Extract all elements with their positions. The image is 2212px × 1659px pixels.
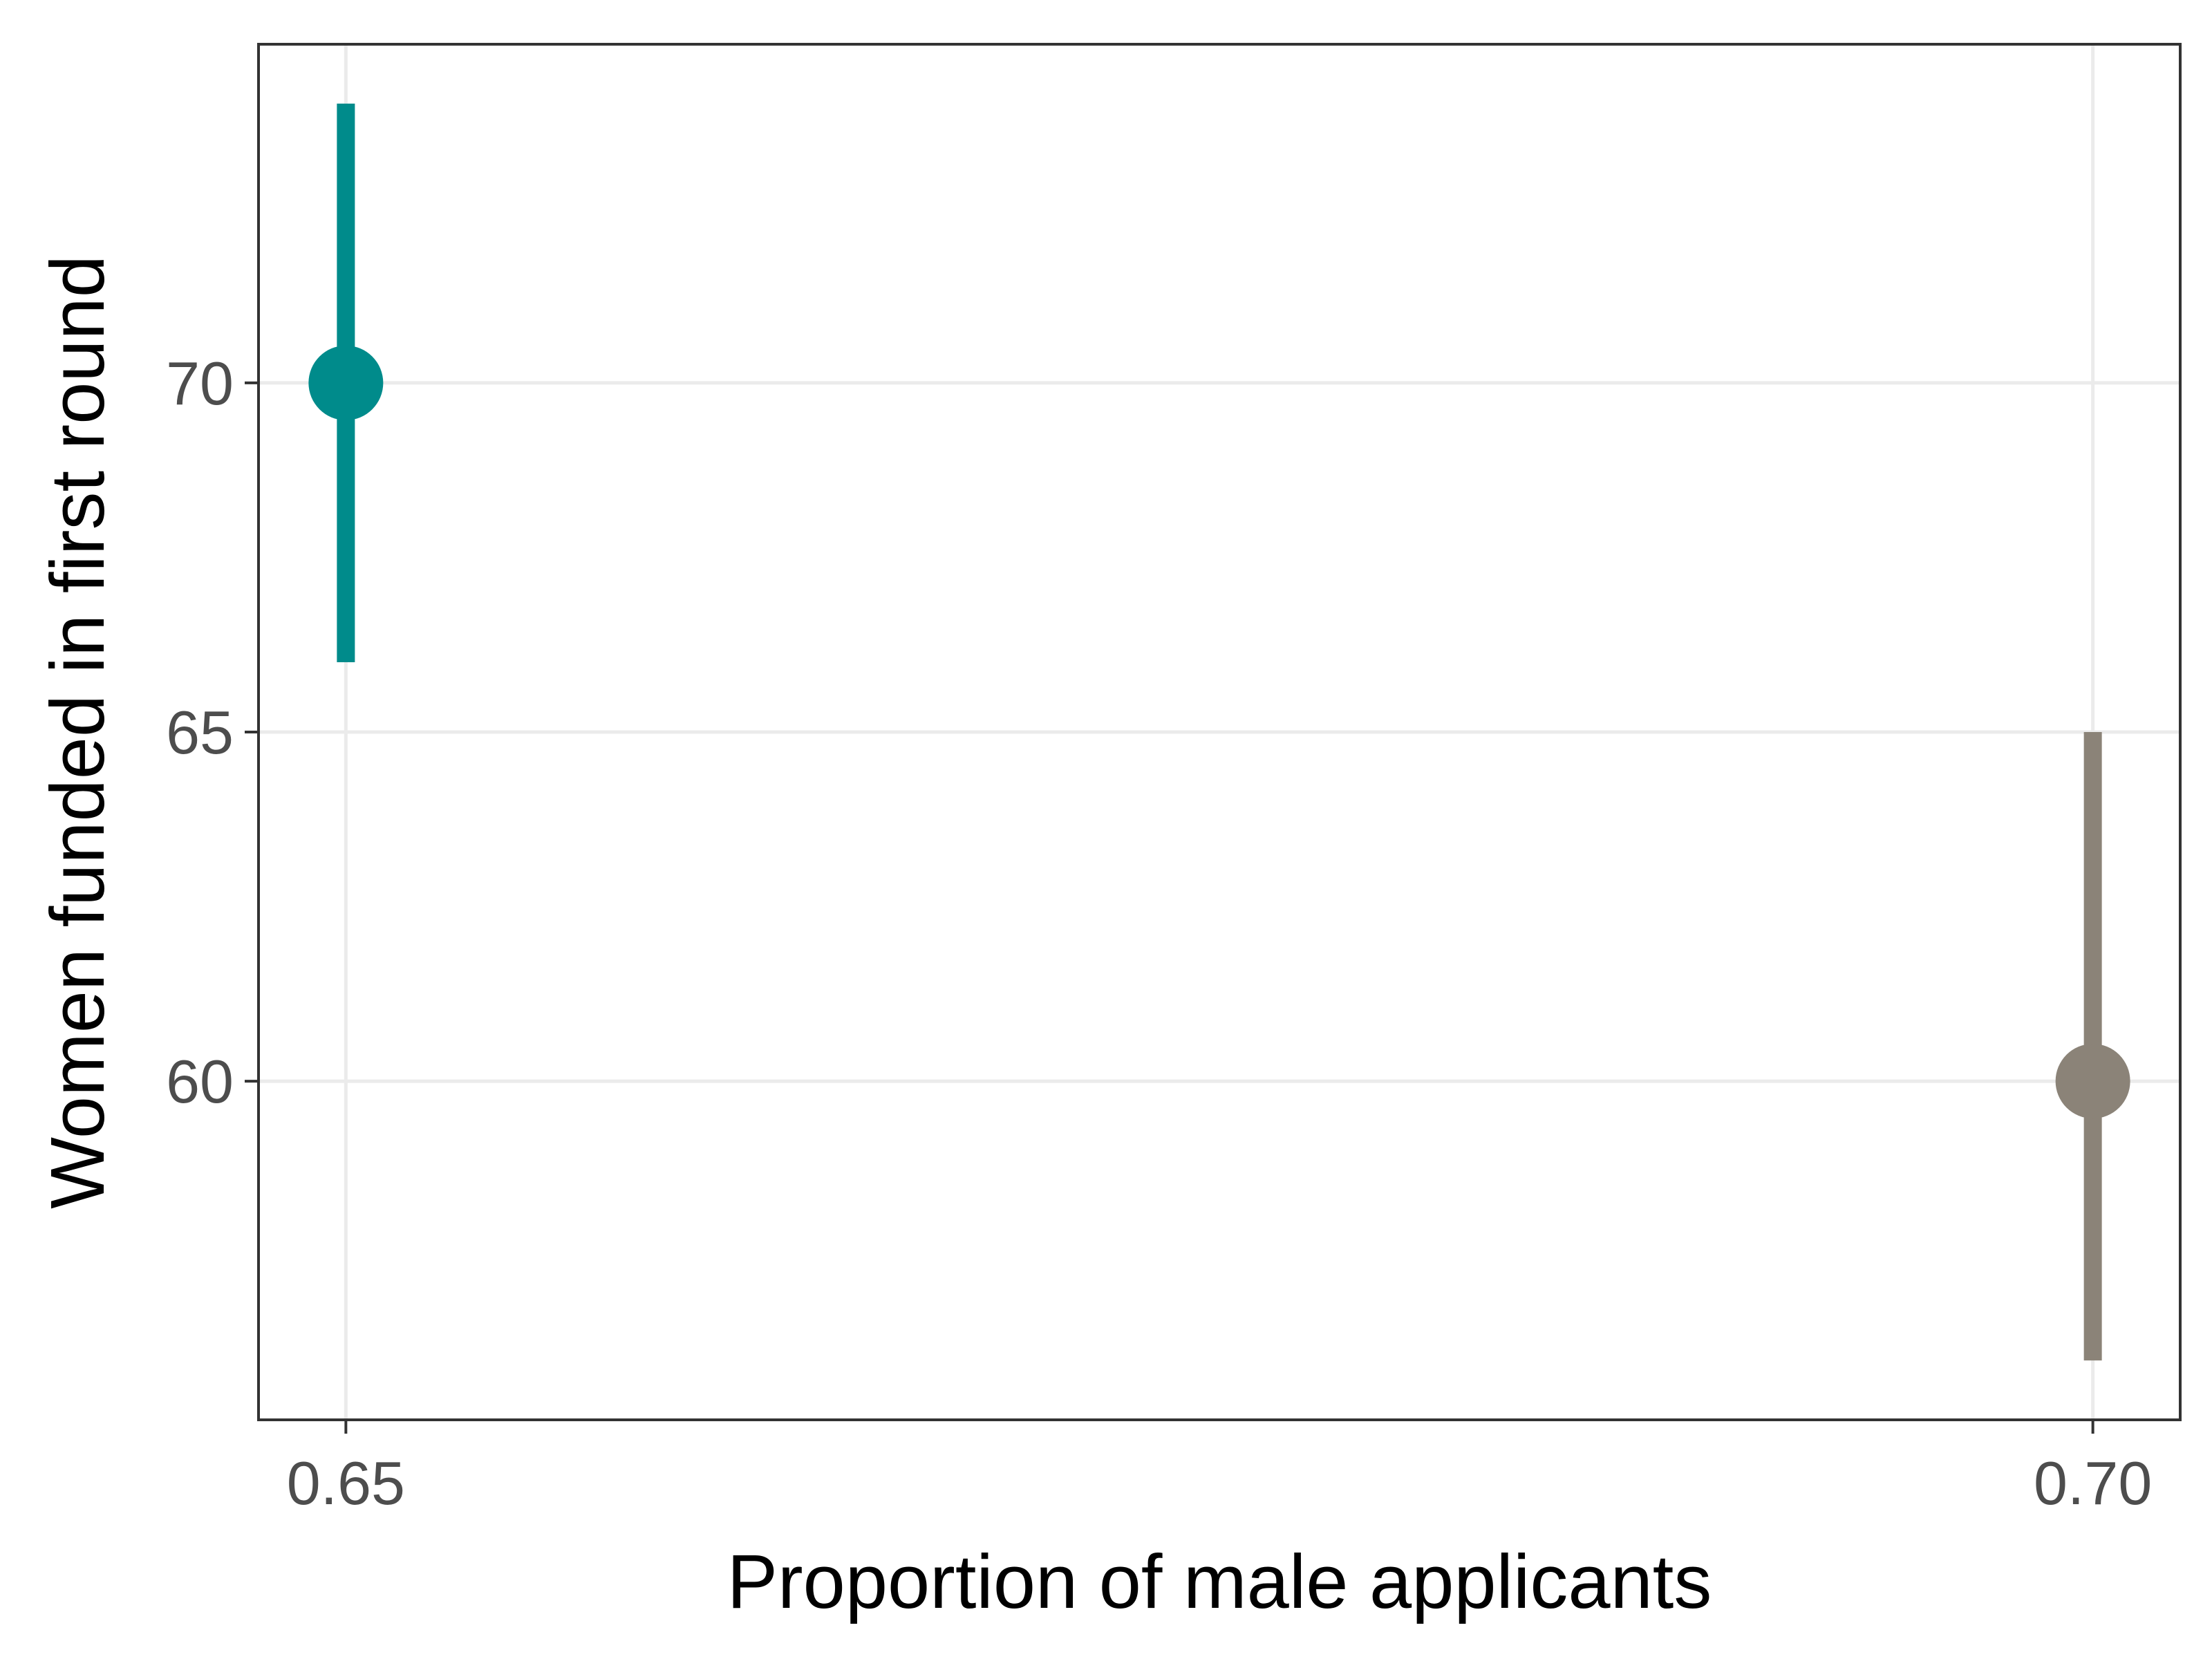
data-point (308, 345, 384, 420)
x-tick-label: 0.70 (2034, 1449, 2152, 1517)
y-axis-title: Women funded in first round (35, 255, 120, 1209)
y-axis-ticks (245, 381, 259, 1083)
x-axis-ticks (344, 1420, 2094, 1434)
y-tick-label: 70 (166, 349, 234, 418)
data-point (2055, 1044, 2130, 1119)
y-gridlines (259, 381, 2180, 1083)
x-axis-title: Proportion of male applicants (727, 1539, 1712, 1624)
x-axis-tick-labels: 0.65 0.70 (287, 1449, 2153, 1517)
x-tick-label: 0.65 (287, 1449, 405, 1517)
y-axis-tick-labels: 60 65 70 (166, 349, 234, 1116)
y-tick-label: 65 (166, 698, 234, 767)
data-points (308, 345, 2130, 1119)
y-tick-label: 60 (166, 1047, 234, 1116)
